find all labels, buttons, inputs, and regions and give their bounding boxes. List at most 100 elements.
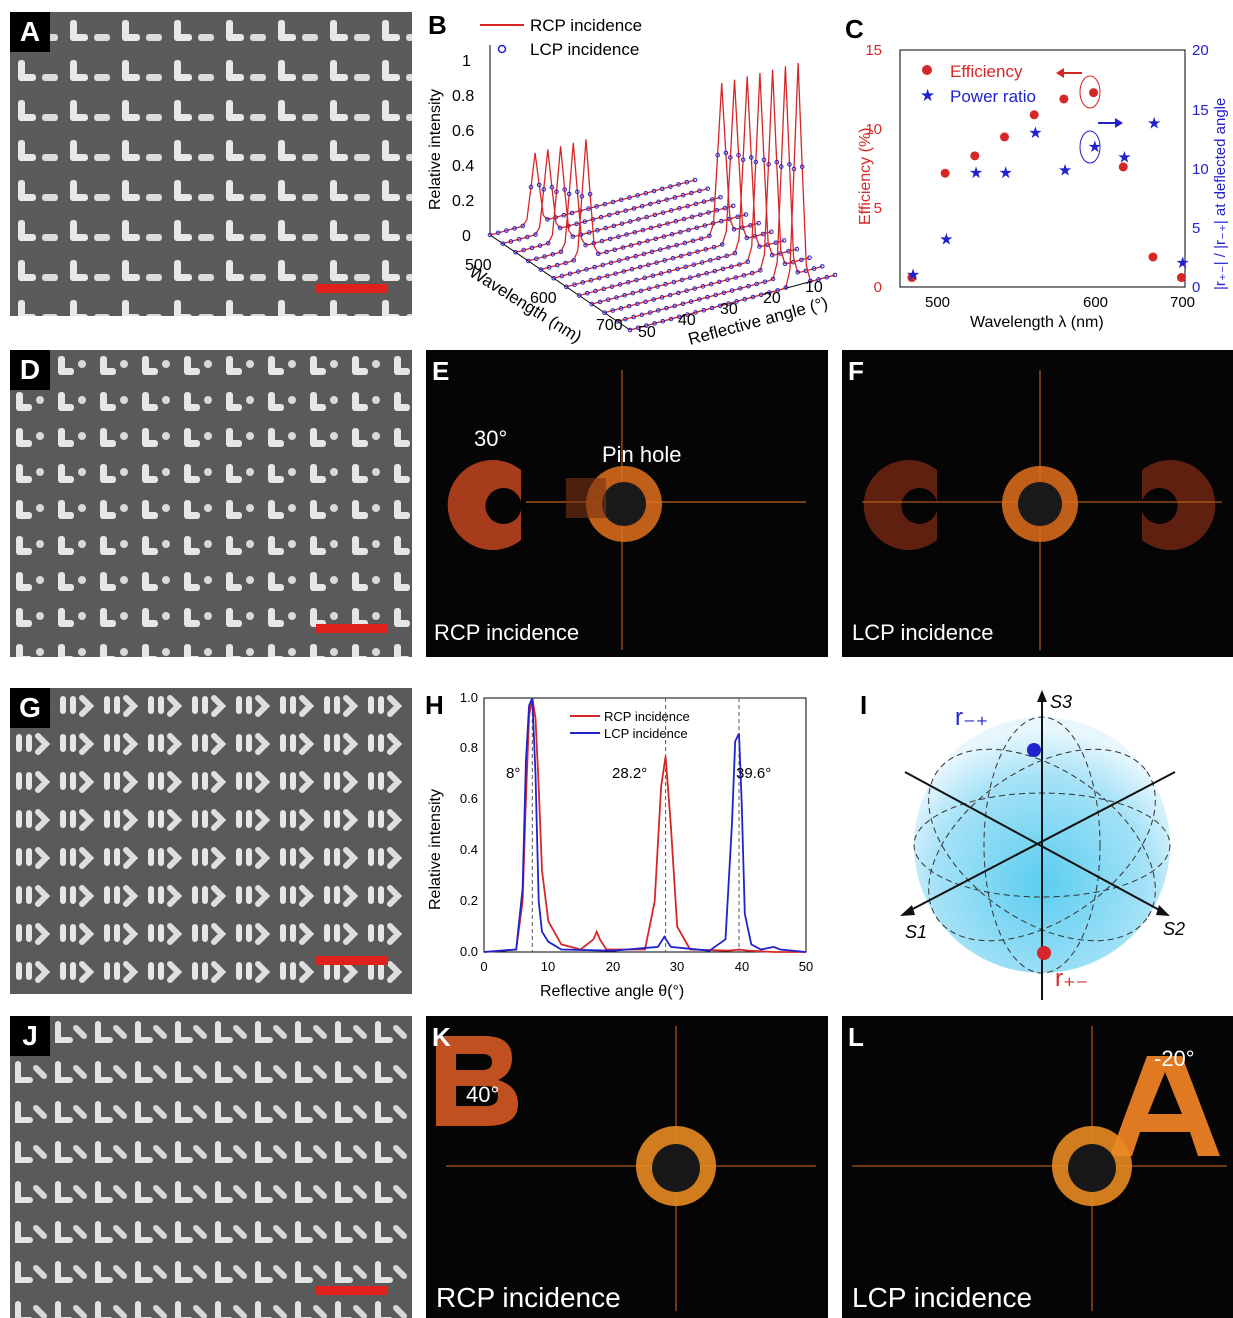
waterfall-lcp-point [816, 277, 821, 282]
waterfall-lcp-point [742, 296, 748, 302]
panel-label-l: L [848, 1022, 864, 1052]
plot-frame-h [483, 697, 807, 953]
waterfall-lcp-point [658, 271, 664, 276]
waterfall-lcp-point [654, 260, 659, 265]
waterfall-lcp-point [592, 264, 597, 270]
waterfall-lcp-point [605, 273, 610, 279]
svg-text:40: 40 [678, 312, 696, 329]
waterfall-lcp-point [633, 253, 638, 259]
waterfall-lcp-point [655, 284, 660, 289]
waterfall-lcp-point [537, 243, 543, 248]
waterfall-lcp-point [651, 297, 657, 302]
svg-text:700: 700 [1170, 294, 1195, 311]
s1-label: S1 [905, 922, 927, 942]
waterfall-lcp-point [705, 186, 711, 191]
svg-text:10: 10 [805, 279, 823, 296]
waterfall-lcp-point [794, 246, 800, 252]
waterfall-lcp-point [697, 188, 702, 194]
waterfall-lcp-point [686, 227, 691, 233]
waterfall-lcp-point [587, 191, 593, 197]
waterfall-lcp-point [683, 264, 688, 270]
svg-text:5: 5 [1192, 220, 1200, 237]
arrow-right-head [1115, 118, 1123, 128]
svg-text:0: 0 [1192, 279, 1200, 296]
waterfall-lcp-point [652, 212, 658, 218]
waterfall-lcp-point [709, 197, 715, 202]
waterfall-lcp-point [695, 249, 700, 254]
waterfall-lcp-point [782, 261, 788, 267]
waterfall-lcp-point [644, 323, 649, 328]
caption-f: LCP incidence [852, 620, 994, 645]
waterfall-lcp-point [642, 275, 647, 281]
waterfall-lcp-point [599, 238, 605, 244]
waterfall-lcp-point [525, 258, 531, 264]
panel-label-j: J [10, 1016, 50, 1056]
waterfall-lcp-point [691, 262, 697, 267]
waterfall-lcp-point [737, 262, 742, 267]
wavelength-ticks-b: 500 600 700 [465, 257, 623, 334]
waterfall-lcp-point [602, 201, 608, 207]
waterfall-lcp-point [648, 201, 653, 207]
waterfall-lcp-point [521, 247, 526, 253]
waterfall-lcp-point [754, 281, 759, 287]
waterfall-lcp-point [607, 212, 612, 218]
waterfall-lcp-point [676, 182, 681, 187]
legend-lcp-h: LCP incidence [604, 726, 688, 741]
waterfall-lcp-point [722, 205, 728, 211]
efficiency-point [1118, 162, 1128, 172]
waterfall-lcp-point [719, 218, 724, 224]
waterfall-lcp-point [563, 260, 568, 266]
waterfall-lcp-point [649, 249, 655, 255]
waterfall-lcp-point [819, 264, 825, 269]
svg-text:0.6: 0.6 [452, 123, 474, 140]
waterfall-lcp-point [598, 214, 604, 220]
svg-text:50: 50 [799, 959, 813, 974]
waterfall-lcp-point [711, 244, 717, 250]
svg-text:0.4: 0.4 [452, 158, 474, 175]
scale-bar-d [316, 624, 388, 633]
waterfall-lcp-point [674, 242, 679, 248]
waterfall-lcp-point [663, 281, 668, 287]
angle-label-l: -20° [1154, 1046, 1195, 1071]
waterfall-lcp-point [603, 225, 608, 231]
waterfall-lcp-point [652, 321, 657, 326]
waterfall-lcp-point [525, 234, 530, 240]
meridian-3 [928, 748, 1156, 942]
waterfall-lcp-point [795, 270, 800, 275]
waterfall-lcp-point [571, 258, 577, 263]
waterfall-lcp-point [626, 303, 632, 309]
hologram-e-graphic [447, 370, 806, 650]
waterfall-lcp-point [687, 251, 692, 257]
waterfall-lcp-point [628, 243, 634, 248]
waterfall-lcp-point [775, 288, 780, 293]
waterfall-lcp-point [725, 277, 730, 283]
waterfall-lcp-point [617, 282, 623, 287]
waterfall-lcp-point [769, 252, 775, 258]
waterfall-lcp-point [667, 292, 673, 298]
svg-text:0.6: 0.6 [460, 791, 478, 806]
waterfall-lcp-point [660, 210, 666, 215]
waterfall-lcp-point [689, 190, 694, 196]
waterfall-lcp-point [665, 221, 670, 226]
waterfall-lcp-point [791, 166, 797, 172]
waterfall-lcp-point [666, 268, 672, 274]
svg-text:600: 600 [530, 290, 557, 307]
waterfall-lcp-point [538, 267, 544, 272]
power-ratio-point: ★ [969, 165, 983, 182]
peak-label-39: 39.6° [736, 765, 771, 782]
waterfall-lcp-point [679, 277, 685, 283]
lcp-curve-h [483, 697, 807, 953]
waterfall-lcp-point [575, 269, 581, 274]
waterfall-rcp-curve [553, 83, 759, 279]
waterfall-lcp-point [694, 225, 700, 231]
waterfall-lcp-point [713, 292, 718, 298]
waterfall-lcp-point [723, 150, 729, 156]
waterfall-lcp-point [766, 162, 771, 167]
waterfall-lcp-point [685, 203, 690, 209]
hologram-k-graphic [436, 1026, 816, 1311]
waterfall-lcp-point [696, 273, 701, 278]
svg-text:20: 20 [763, 290, 781, 307]
y-right-label-c: |r₊₋| / |r₋₊| at deflected angle [1212, 98, 1229, 290]
waterfall-lcp-point [728, 155, 733, 160]
sem-texture-j [10, 1016, 412, 1318]
